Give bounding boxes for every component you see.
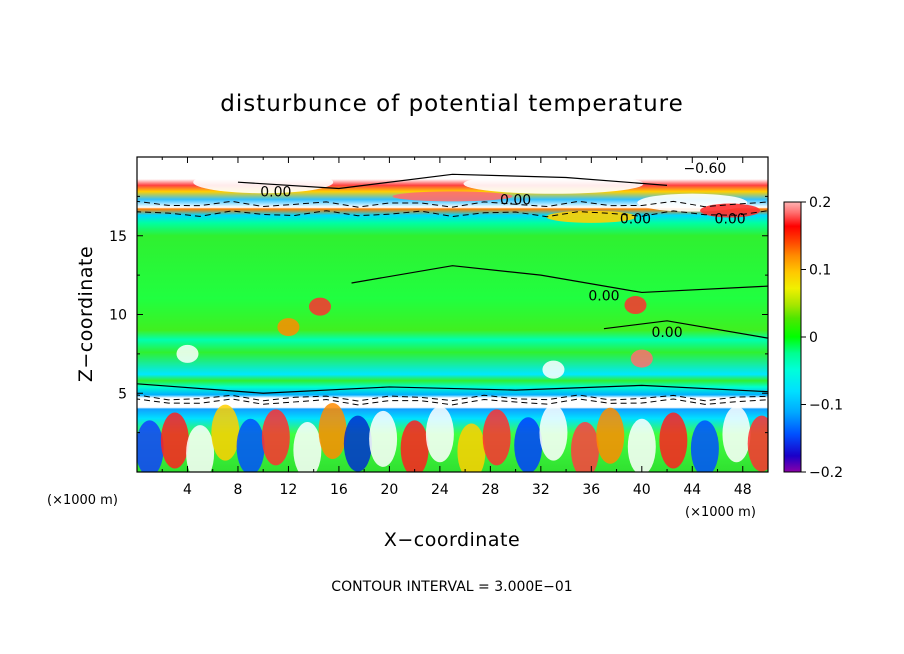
y-tick-label: 15	[109, 229, 127, 245]
colorbar-ticks: 0.2 0.1 0 −0.1 −0.2	[801, 195, 843, 481]
mid-structure	[542, 360, 565, 379]
x-tick-label: 40	[633, 482, 651, 498]
mid-structure	[624, 296, 647, 315]
contour-label: 0.00	[500, 193, 531, 209]
colorbar: 0.2 0.1 0 −0.1 −0.2	[783, 195, 843, 481]
colorbar-tick-label: 0	[809, 330, 818, 346]
turbulent-plume	[571, 421, 600, 472]
contour-line	[237, 173, 668, 190]
contour-label: 0.00	[715, 211, 746, 227]
chart-title: disturbunce of potential temperature	[220, 91, 684, 117]
turbulent-plume	[627, 418, 656, 472]
turbulent-plume	[659, 412, 688, 469]
turbulent-plume	[186, 425, 215, 472]
turbulent-plume	[137, 420, 164, 472]
colorbar-scale	[783, 201, 802, 473]
x-unit-left: (×1000 m)	[47, 493, 118, 508]
x-tick-label: 44	[683, 482, 701, 498]
colorbar-tick-label: −0.1	[809, 398, 843, 414]
y-tick-label: 5	[118, 386, 127, 402]
upper-structure	[392, 191, 513, 202]
x-tick-label: 8	[233, 482, 242, 498]
x-axis-label: X−coordinate	[384, 529, 520, 551]
turbulent-plume	[457, 423, 486, 472]
mid-structure	[308, 297, 331, 316]
colorbar-tick-label: −0.2	[809, 465, 843, 481]
contour-label: 0.00	[620, 211, 651, 227]
contour-interval-note: CONTOUR INTERVAL = 3.000E−01	[331, 579, 572, 595]
upper-structure	[463, 173, 644, 194]
turbulent-plume	[318, 403, 347, 460]
y-axis-label: Z−coordinate	[75, 246, 97, 382]
turbulent-plume	[539, 404, 568, 461]
contour-line-negative	[137, 398, 768, 406]
x-tick-label: 20	[380, 482, 398, 498]
contour-label: 0.00	[588, 289, 619, 305]
x-tick-label: 32	[532, 482, 550, 498]
turbulent-plume	[211, 404, 240, 461]
colorbar-tick-label: 0.1	[809, 263, 831, 279]
contour-labels: −0.60 0.00 0.00 0.00 0.00 0.00 0.00	[260, 161, 745, 341]
turbulent-plume	[690, 420, 719, 472]
x-tick-label: 4	[183, 482, 192, 498]
mid-structure	[176, 344, 199, 363]
colorbar-tick-label: 0.2	[809, 195, 831, 211]
contour-line	[351, 265, 768, 294]
x-tick-label: 24	[431, 482, 449, 498]
x-axis: 4 8 12 16 20 24 28 32 36 40 44 48	[161, 157, 752, 498]
plot-area: −0.60 0.00 0.00 0.00 0.00 0.00 0.00	[137, 157, 768, 472]
turbulent-plume	[343, 415, 372, 472]
x-tick-label: 28	[481, 482, 499, 498]
x-tick-label: 16	[330, 482, 348, 498]
turbulent-plume	[160, 412, 189, 469]
turbulent-plume	[747, 415, 768, 472]
turbulent-plume	[293, 421, 322, 472]
contour-lines	[137, 173, 768, 406]
field-structures	[137, 171, 768, 472]
contour-line	[137, 383, 768, 394]
turbulent-plume	[369, 410, 398, 467]
turbulent-plume	[596, 407, 625, 464]
x-tick-label: 12	[280, 482, 298, 498]
mid-structure	[277, 318, 300, 337]
x-tick-label: 36	[582, 482, 600, 498]
turbulent-plume	[400, 420, 429, 472]
x-unit-right: (×1000 m)	[685, 505, 756, 520]
turbulent-plume	[722, 406, 751, 463]
turbulent-plume	[425, 406, 454, 463]
y-axis: 5 10 15	[109, 195, 768, 434]
turbulent-plume	[236, 418, 265, 472]
contour-label: 0.00	[260, 185, 291, 201]
contour-line-negative	[137, 200, 768, 208]
turbulent-plume	[482, 409, 511, 466]
turbulent-plume	[514, 417, 543, 472]
mid-structure	[630, 349, 653, 368]
x-tick-label: 48	[734, 482, 752, 498]
turbulent-plume	[261, 409, 290, 466]
contour-line-negative	[137, 210, 768, 218]
upper-structure	[193, 171, 334, 194]
y-tick-label: 10	[109, 308, 127, 324]
contour-line	[603, 320, 768, 339]
contour-label: −0.60	[683, 161, 726, 177]
contour-label: 0.00	[651, 325, 682, 341]
contour-line-negative	[137, 394, 768, 402]
